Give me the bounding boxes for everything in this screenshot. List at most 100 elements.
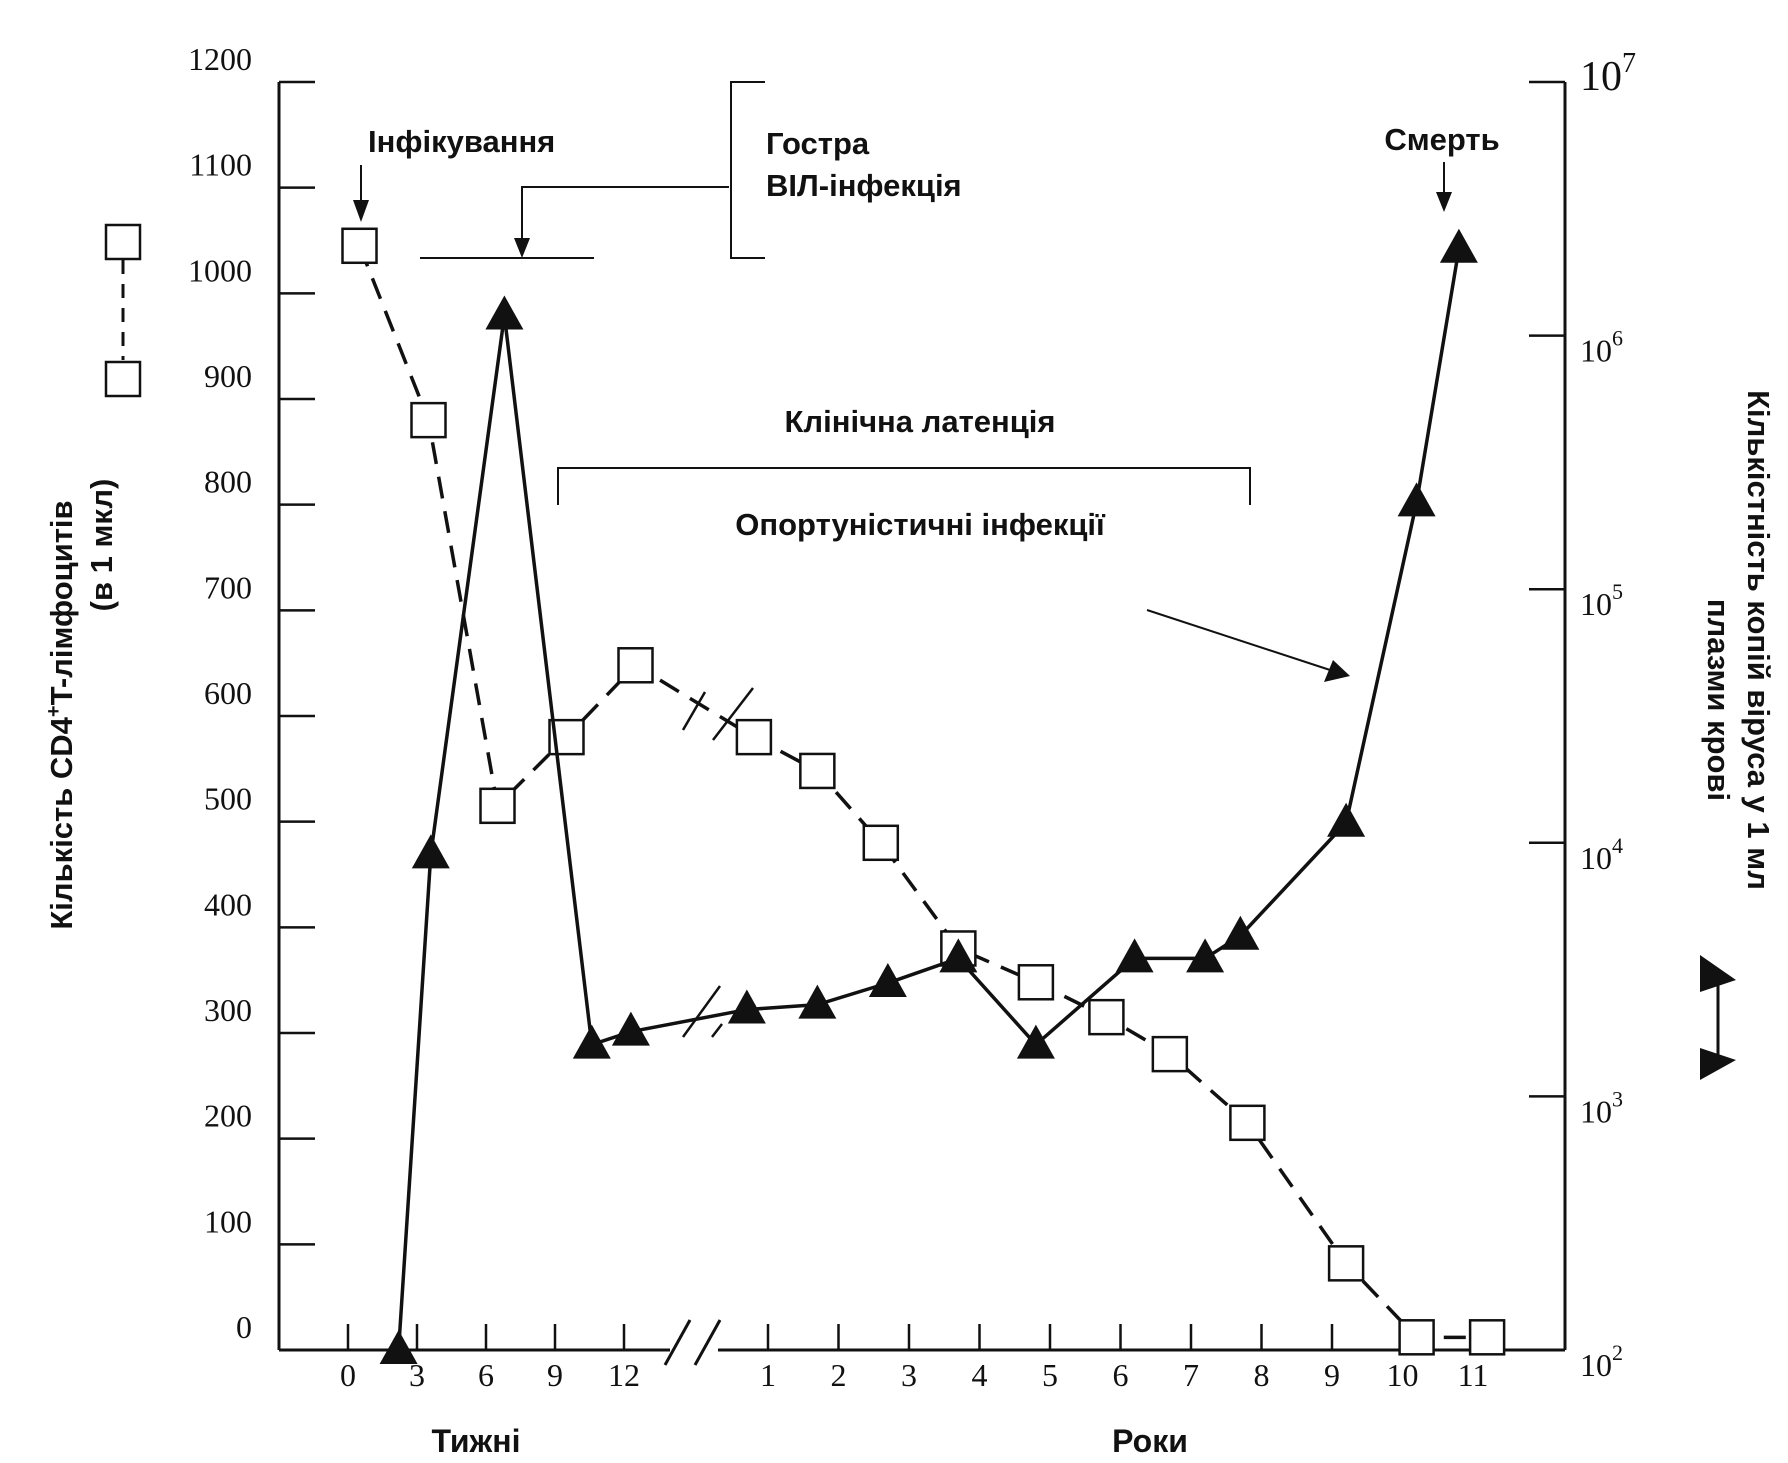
x-tick-label: 3 [409, 1357, 425, 1393]
annotation-death: Смерть [1384, 122, 1499, 157]
cd4-point [862, 824, 900, 862]
acute-bracket [730, 81, 765, 259]
cd4-point [617, 647, 654, 684]
legend-triangle-marker-bottom [1700, 1048, 1736, 1080]
viral-load-point [1439, 228, 1478, 263]
viral-load-point [1016, 1024, 1055, 1059]
viral-load-point [572, 1024, 611, 1059]
x-tick-label: 12 [608, 1357, 640, 1393]
acute-arrow-head [514, 238, 530, 258]
x-tick-label: 4 [972, 1357, 988, 1393]
left-tick-label: 500 [204, 781, 252, 817]
left-tick-label: 0 [236, 1309, 252, 1345]
viral-break-mark-2 [711, 1023, 723, 1038]
right-axis-ticks: 102 103 104 105 106 107 [1529, 48, 1636, 1383]
right-tick-label: 107 [1580, 48, 1636, 100]
annotations: Інфікування Гостра ВІЛ-інфекція Клінічна… [353, 81, 1500, 682]
left-tick-label: 1000 [188, 252, 252, 288]
cd4-point [735, 718, 773, 756]
x-tick-label: 0 [340, 1357, 356, 1393]
viral-load-point [1327, 802, 1366, 837]
cd4-point [1088, 998, 1125, 1036]
x-axis-break-right [693, 1319, 722, 1366]
viral-load-point [485, 295, 524, 330]
x-tick-label: 6 [478, 1357, 494, 1393]
cd4-point [1398, 1319, 1435, 1356]
right-axis-title: Кількістність копій віруса у 1 мл [1741, 390, 1776, 890]
left-tick-label: 1200 [188, 41, 252, 77]
left-tick-label: 200 [204, 1098, 252, 1134]
x-tick-label: 10 [1387, 1357, 1419, 1393]
latency-bracket [557, 467, 1251, 505]
cd4-point [1151, 1035, 1189, 1073]
right-tick-label: 102 [1580, 1340, 1623, 1383]
right-tick-label: 105 [1580, 579, 1623, 622]
left-axis-ticks: 0 100 200 300 400 500 600 700 800 900 1000 1100 1200 [188, 41, 315, 1352]
cd4-break-mark-1 [681, 691, 707, 731]
annotation-infection: Інфікування [368, 124, 555, 159]
annotation-acute-line2: ВІЛ-інфекція [766, 168, 962, 203]
right-tick-label: 104 [1580, 833, 1623, 876]
viral-load-line [396, 248, 1461, 1351]
x-tick-label: 11 [1458, 1357, 1489, 1393]
left-tick-label: 1100 [189, 147, 252, 183]
left-tick-label: 700 [204, 569, 252, 605]
viral-load-point [1115, 938, 1154, 973]
weeks-axis-title: Тижні [432, 1423, 521, 1459]
viral-load-point [727, 989, 766, 1024]
legend-triangle-series [1700, 955, 1736, 1080]
viral-load-point [379, 1330, 418, 1364]
cd4-break-mark-2 [712, 687, 754, 741]
right-tick-label: 103 [1580, 1086, 1623, 1129]
death-arrow-head [1436, 192, 1452, 212]
cd4-point [1327, 1245, 1365, 1282]
x-tick-label: 8 [1254, 1357, 1270, 1393]
x-axis-break-left [663, 1319, 692, 1366]
viral-load-point [868, 963, 907, 998]
cd4-point [410, 401, 447, 439]
left-axis-title-line2: (в 1 мкл) [84, 479, 119, 612]
left-tick-label: 600 [204, 675, 252, 711]
legend-square-marker-top [104, 223, 142, 261]
viral-break-mark-1 [681, 985, 722, 1038]
cd4-point [479, 787, 516, 825]
viral-load-point [939, 938, 978, 973]
annotation-latency: Клінічна латенція [785, 404, 1056, 439]
infection-arrow-head [353, 200, 369, 222]
x-tick-label: 1 [760, 1357, 776, 1393]
x-tick-label: 7 [1183, 1357, 1199, 1393]
cd4-point [799, 752, 836, 790]
cd4-point [341, 227, 378, 265]
legend-square-marker-bottom [104, 360, 142, 398]
left-axis-title: Кількість CD4+T-лімфоцитів [43, 500, 79, 929]
annotation-acute: Гостра [766, 126, 870, 161]
legend-square-series [104, 223, 142, 398]
annotation-opportunistic: Опортуністичні інфекції [735, 507, 1106, 542]
acute-arrow-line [521, 186, 729, 248]
left-tick-label: 300 [204, 992, 252, 1028]
cd4-point [1468, 1319, 1506, 1356]
right-axis-title-line2: плазми крові [1701, 599, 1736, 801]
viral-load-series [379, 228, 1478, 1364]
viral-load-point [798, 984, 837, 1019]
x-tick-label: 9 [1324, 1357, 1340, 1393]
viral-load-point [1186, 938, 1225, 973]
right-tick-label: 106 [1580, 326, 1623, 369]
viral-load-point [1397, 482, 1436, 517]
x-tick-label: 2 [831, 1357, 847, 1393]
cd4-point [1229, 1104, 1266, 1142]
left-tick-label: 900 [204, 358, 252, 394]
left-tick-label: 800 [204, 464, 252, 500]
x-tick-label: 3 [901, 1357, 917, 1393]
viral-load-point [611, 1011, 650, 1046]
cd4-point [1017, 964, 1055, 1001]
viral-load-point [411, 834, 450, 869]
x-tick-label: 5 [1042, 1357, 1058, 1393]
opportunistic-arrow-head [1324, 660, 1350, 682]
viral-load-point [1221, 915, 1260, 950]
years-axis-title: Роки [1112, 1423, 1188, 1459]
left-tick-label: 100 [204, 1203, 252, 1239]
legend-triangle-marker-top [1700, 955, 1736, 992]
